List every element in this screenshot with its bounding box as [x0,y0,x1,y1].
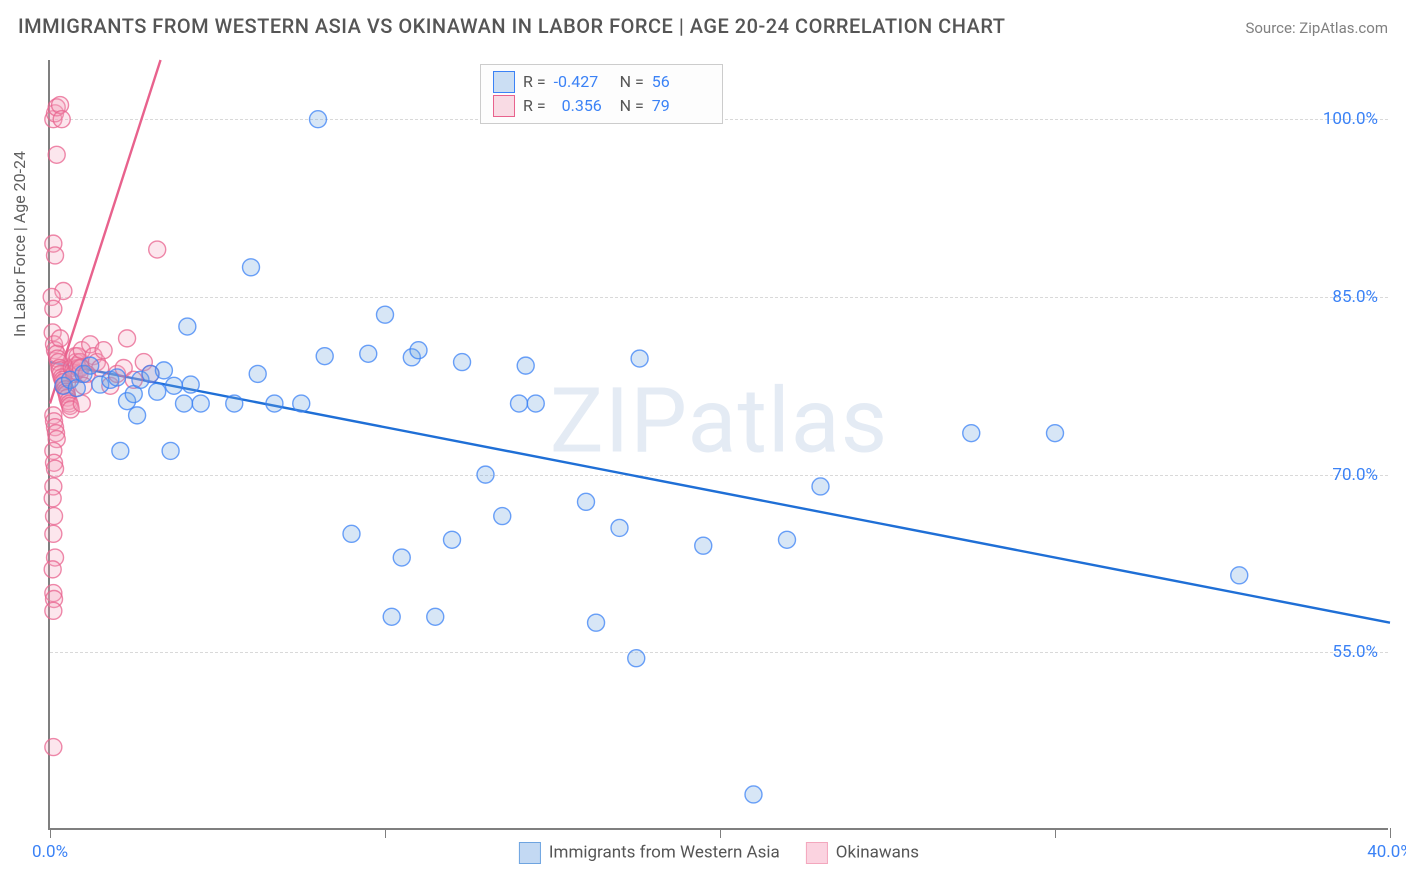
scatter-point [249,365,266,382]
legend-swatch [806,842,828,864]
scatter-point [226,395,243,412]
scatter-point [119,330,136,347]
scatter-point [129,407,146,424]
scatter-point [454,354,471,371]
scatter-point [360,345,377,362]
scatter-point [44,561,61,578]
x-tick-label: 40.0% [1367,842,1406,862]
scatter-point [444,531,461,548]
scatter-point [427,608,444,625]
scatter-point [149,241,166,258]
scatter-point [176,395,193,412]
scatter-point [48,146,65,163]
scatter-point [477,466,494,483]
scatter-point [1231,567,1248,584]
scatter-point [527,395,544,412]
scatter-point [44,490,61,507]
scatter-point [165,377,182,394]
r-label: R = [523,70,546,94]
source-attribution: Source: ZipAtlas.com [1245,19,1388,37]
scatter-point [179,318,196,335]
stats-row-series-b: R = 0.356 N = 79 [493,94,710,118]
scatter-point [628,650,645,667]
n-value-a: 56 [652,70,710,94]
scatter-point [631,350,648,367]
scatter-point [511,395,528,412]
scatter-point [578,493,595,510]
scatter-point [611,519,628,536]
stats-row-series-a: R = -0.427 N = 56 [493,70,710,94]
scatter-point [53,111,70,128]
x-tick [1390,828,1391,838]
plot-frame: ZIPatlas 55.0%70.0%85.0%100.0% R = -0.42… [48,60,1388,830]
scatter-point [46,508,63,525]
n-label: N = [620,94,644,118]
scatter-point [82,357,99,374]
scatter-point [812,478,829,495]
scatter-point [243,259,260,276]
scatter-point [73,395,90,412]
scatter-point [162,442,179,459]
trend-line [50,362,1390,623]
swatch-series-b [493,95,515,117]
swatch-series-a [493,71,515,93]
scatter-point [266,395,283,412]
scatter-point [779,531,796,548]
scatter-point [155,362,172,379]
scatter-point [588,614,605,631]
scatter-point [393,549,410,566]
legend-swatch [519,842,541,864]
scatter-point [109,369,126,386]
title-bar: IMMIGRANTS FROM WESTERN ASIA VS OKINAWAN… [0,0,1406,44]
scatter-point [1047,425,1064,442]
scatter-point [310,111,327,128]
x-tick-label: 0.0% [32,842,68,862]
scatter-point [52,330,69,347]
legend-item: Okinawans [806,842,919,864]
scatter-point [410,342,427,359]
scatter-point [112,442,129,459]
legend-item: Immigrants from Western Asia [519,842,780,864]
scatter-point [182,376,199,393]
chart-title: IMMIGRANTS FROM WESTERN ASIA VS OKINAWAN… [18,14,1005,38]
scatter-point [695,537,712,554]
stats-legend-box: R = -0.427 N = 56 R = 0.356 N = 79 [480,64,723,124]
scatter-point [963,425,980,442]
x-tick [720,828,721,838]
scatter-point [149,383,166,400]
scatter-point [745,786,762,803]
bottom-legend: Immigrants from Western Asia Okinawans [519,842,919,864]
r-value-b: 0.356 [554,94,612,118]
scatter-point [45,525,62,542]
legend-label: Okinawans [836,842,919,862]
scatter-point [95,342,112,359]
scatter-point [343,525,360,542]
scatter-point [316,348,333,365]
y-axis-title: In Labor Force | Age 20-24 [10,151,29,337]
scatter-point [494,508,511,525]
r-value-a: -0.427 [554,70,612,94]
scatter-point [47,460,64,477]
scatter-point [383,608,400,625]
n-label: N = [620,70,644,94]
scatter-point [45,300,62,317]
legend-label: Immigrants from Western Asia [549,842,780,862]
scatter-point [47,247,64,264]
plot-svg [50,60,1388,828]
x-tick [385,828,386,838]
scatter-point [45,739,62,756]
scatter-point [377,306,394,323]
x-tick [1055,828,1056,838]
scatter-point [293,395,310,412]
x-tick [50,828,51,838]
scatter-point [45,602,62,619]
scatter-point [517,357,534,374]
n-value-b: 79 [652,94,710,118]
scatter-point [192,395,209,412]
r-label: R = [523,94,546,118]
